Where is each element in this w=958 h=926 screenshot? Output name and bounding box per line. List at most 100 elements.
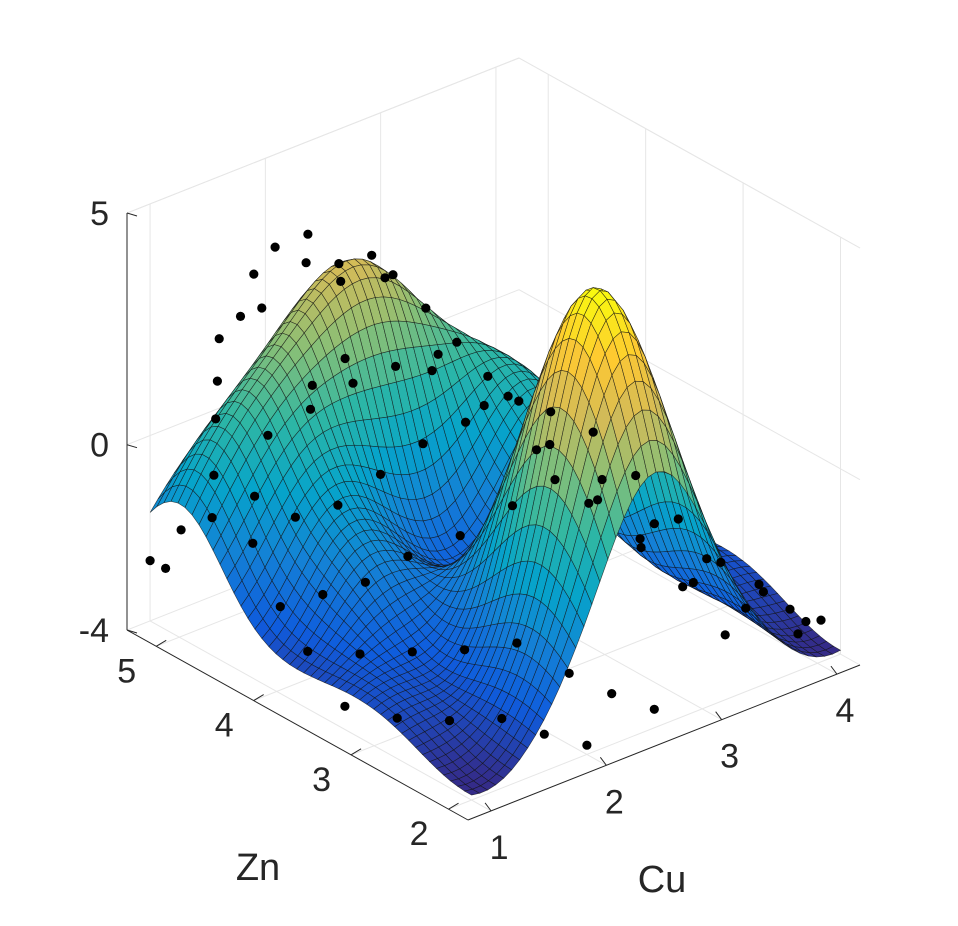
scatter-point — [631, 470, 641, 481]
scatter-point — [418, 439, 428, 449]
y-tick-mark — [155, 639, 167, 647]
z-tick-mark — [126, 212, 138, 217]
scatter-point — [550, 475, 560, 485]
scatter-point — [367, 250, 377, 260]
scatter-point — [785, 604, 795, 614]
scatter-point — [392, 713, 402, 723]
x-axis-label: Cu — [638, 859, 687, 901]
scatter-point — [388, 270, 398, 280]
labels-layer: Cu Zn — [236, 847, 686, 901]
scatter-point — [507, 501, 518, 511]
scatter-point — [545, 439, 555, 450]
scatter-point — [336, 276, 346, 286]
scatter-point — [503, 391, 513, 401]
scatter-point — [801, 616, 811, 627]
x-axis-line — [467, 664, 861, 821]
y-axis-label: Zn — [236, 847, 280, 889]
floor-grid-x — [149, 620, 492, 812]
scatter-point — [497, 713, 507, 724]
scatter-point — [758, 587, 769, 597]
scatter-point — [340, 353, 350, 364]
z-tick-label: -4 — [79, 612, 109, 650]
scatter-point — [741, 603, 751, 613]
scatter-point — [479, 400, 489, 411]
scatter-point — [588, 427, 598, 437]
floor-grid-y — [448, 653, 841, 810]
scatter-point — [248, 538, 258, 548]
scatter-point — [433, 349, 443, 359]
box-top-edge — [126, 57, 520, 214]
y-tick-label: 2 — [410, 815, 429, 853]
scatter-point — [716, 557, 726, 568]
scatter-point — [161, 563, 171, 574]
scatter-point — [607, 689, 617, 699]
scatter-point — [303, 229, 313, 239]
scatter-point — [176, 525, 186, 535]
scatter-point — [688, 577, 699, 588]
scatter-point — [214, 334, 224, 344]
scatter-point — [444, 716, 455, 726]
scatter-point — [380, 273, 390, 283]
y-tick-mark — [253, 694, 264, 702]
scatter-point — [334, 259, 344, 269]
x-tick-mark — [830, 665, 838, 675]
scatter-point — [391, 361, 401, 371]
x-tick-label: 2 — [605, 783, 624, 821]
scatter-point — [816, 615, 826, 625]
scatter-point — [340, 701, 350, 711]
x-tick-mark — [599, 756, 607, 766]
scatter-point — [584, 498, 594, 508]
z-tick-mark — [126, 444, 138, 449]
scatter-point — [702, 554, 712, 564]
surface-patch — [824, 645, 842, 655]
scatter-points-layer — [145, 229, 826, 750]
scatter-point — [333, 500, 343, 510]
scatter-point — [403, 551, 413, 561]
scatter-point — [539, 729, 549, 739]
scatter-point — [235, 311, 246, 321]
scatter-point — [305, 404, 316, 414]
y-tick-label: 5 — [117, 652, 136, 690]
scatter-point — [754, 579, 764, 590]
y-axis-line — [126, 629, 469, 821]
scatter-point — [452, 337, 462, 347]
scatter-point — [249, 269, 259, 279]
scatter-point — [275, 602, 285, 612]
y-tick-label: 3 — [312, 761, 331, 799]
scatter-point — [720, 630, 730, 640]
scatter-point — [564, 668, 574, 679]
scatter-point — [212, 376, 222, 386]
scatter-point — [461, 417, 471, 427]
scatter-point — [427, 366, 437, 376]
scatter-point — [318, 589, 328, 600]
z-tick-label: 0 — [90, 427, 109, 465]
scatter-point — [270, 242, 280, 252]
scatter-point — [303, 646, 313, 657]
scatter-point — [290, 512, 300, 522]
y-tick-label: 4 — [215, 707, 234, 745]
scatter-point — [375, 469, 386, 479]
scatter-point — [421, 303, 431, 313]
scatter-point — [455, 531, 465, 541]
scatter-point — [649, 704, 659, 714]
scatter-point — [635, 534, 645, 544]
scatter-point — [460, 645, 470, 655]
scatter-point — [636, 542, 646, 553]
x-tick-mark — [715, 711, 723, 721]
x-tick-label: 3 — [720, 738, 739, 776]
surface-layer — [149, 258, 842, 796]
scatter-point — [263, 430, 273, 440]
x-tick-label: 1 — [490, 829, 509, 867]
scatter-point — [250, 491, 260, 501]
x-tick-label: 4 — [835, 692, 854, 730]
scatter-point — [207, 513, 217, 523]
scatter-point — [678, 582, 688, 592]
scatter-point — [514, 396, 524, 406]
scatter-point — [145, 556, 155, 566]
scatter-point — [209, 470, 219, 480]
x-tick-mark — [484, 802, 492, 812]
z-tick-mark — [126, 629, 138, 634]
scatter-point — [582, 740, 592, 750]
